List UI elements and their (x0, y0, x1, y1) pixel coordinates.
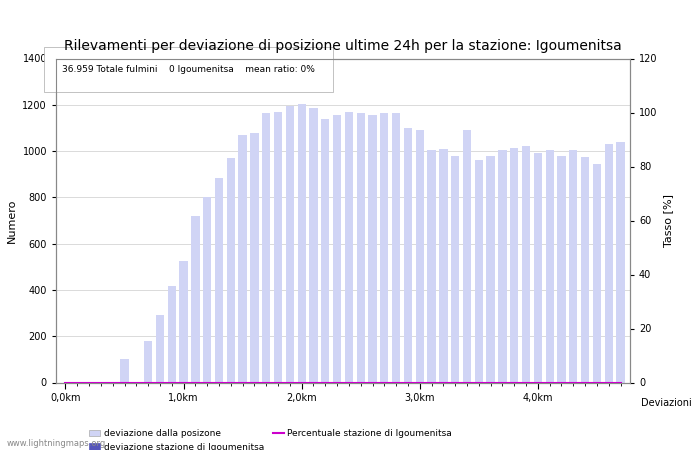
Bar (156, 315, 164, 382)
Bar (404, 128, 412, 382)
Bar (451, 156, 459, 382)
Y-axis label: Tasso [%]: Tasso [%] (663, 194, 673, 247)
Bar (368, 115, 377, 382)
Text: 36.959 Totale fulmini    0 Igoumenitsa    mean ratio: 0%: 36.959 Totale fulmini 0 Igoumenitsa mean… (62, 65, 314, 74)
Bar (262, 113, 270, 382)
Bar (239, 135, 246, 382)
Bar (309, 108, 318, 382)
Text: www.lightningmaps.org: www.lightningmaps.org (7, 439, 106, 448)
Bar (251, 133, 258, 382)
Bar (345, 112, 353, 382)
Bar (321, 119, 330, 382)
Bar (144, 341, 153, 382)
Bar (215, 178, 223, 382)
Bar (286, 106, 294, 382)
Bar (545, 150, 554, 382)
Bar (593, 164, 601, 382)
Bar (569, 150, 577, 382)
Text: Deviazioni: Deviazioni (640, 398, 692, 408)
Bar (475, 160, 483, 382)
Legend: deviazione dalla posizone, deviazione stazione di Igoumenitsa, Percentuale stazi: deviazione dalla posizone, deviazione st… (89, 429, 452, 450)
Bar (392, 113, 400, 382)
Bar (203, 198, 211, 382)
Bar (274, 112, 282, 382)
Bar (167, 287, 176, 382)
Bar (380, 113, 389, 382)
Bar (617, 142, 624, 382)
Y-axis label: Numero: Numero (7, 198, 17, 243)
Bar (522, 146, 530, 382)
Bar (428, 150, 435, 382)
Bar (120, 360, 129, 382)
Bar (463, 130, 471, 382)
Bar (510, 148, 519, 382)
Bar (227, 158, 235, 382)
Bar (179, 261, 188, 382)
Title: Rilevamenti per deviazione di posizione ultime 24h per la stazione: Igoumenitsa: Rilevamenti per deviazione di posizione … (64, 39, 622, 53)
Bar (533, 153, 542, 382)
Bar (416, 130, 424, 382)
Bar (356, 113, 365, 382)
Bar (191, 216, 200, 382)
Bar (486, 156, 495, 382)
Bar (298, 104, 306, 382)
Bar (581, 157, 589, 382)
Bar (333, 115, 341, 382)
Bar (498, 150, 507, 382)
Bar (605, 144, 613, 382)
Bar (557, 156, 566, 382)
Bar (440, 149, 447, 382)
